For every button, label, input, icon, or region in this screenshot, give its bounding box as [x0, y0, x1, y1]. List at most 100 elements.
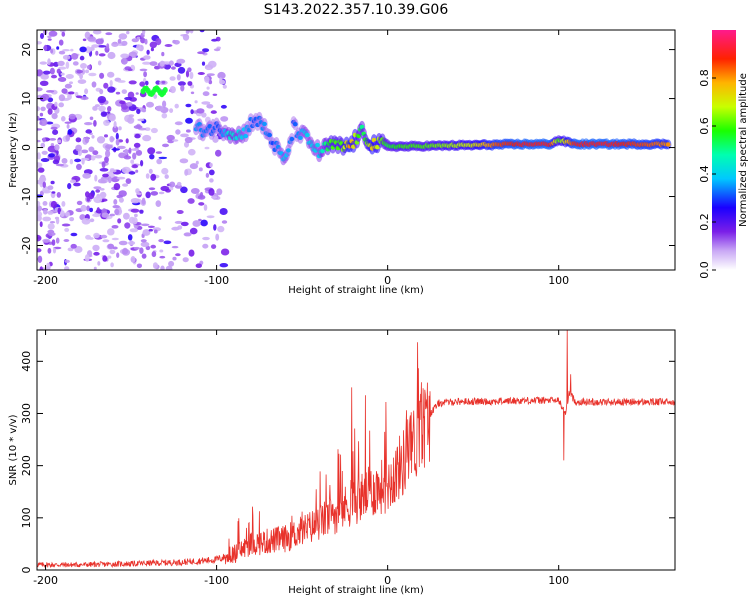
spectrogram-cell	[107, 71, 115, 78]
spectrogram-cell	[43, 44, 48, 52]
spectrogram-cell	[110, 262, 114, 268]
spectrogram-cell	[40, 106, 46, 112]
spectrogram-cell	[113, 183, 121, 191]
spectrogram-cell	[201, 101, 211, 105]
spectrogram-cell	[135, 188, 140, 194]
spectrogram-cell	[194, 100, 198, 104]
spectrogram-cell	[48, 153, 55, 158]
spectrogram-cell	[169, 76, 176, 81]
spectrogram-cell	[62, 54, 71, 60]
spectrogram-cell	[51, 239, 56, 246]
spectrogram-cell	[112, 125, 119, 133]
colorbar-ticks: 0.0 0.2 0.4 0.6 0.8	[698, 69, 716, 279]
colorbar-tick-label: 0.8	[698, 69, 711, 87]
spectrogram-cell	[62, 49, 70, 52]
spectrogram-cell	[94, 154, 103, 159]
spectrogram-cell	[121, 40, 128, 46]
spectrogram-cell	[140, 160, 144, 167]
spectrogram-cell	[99, 191, 107, 199]
spectrogram-cell	[69, 81, 73, 84]
spectrogram-cell	[262, 121, 267, 127]
spectrogram-cell	[80, 96, 89, 101]
spectrogram-cell	[150, 47, 154, 52]
spectrogram-cell	[130, 208, 140, 213]
spectrogram-cell	[37, 210, 43, 218]
spectrogram-cell	[189, 227, 198, 235]
spectrogram-cell	[292, 122, 298, 127]
colorbar-tick-label: 0.4	[698, 165, 711, 183]
spectrogram-cell	[128, 80, 137, 85]
spectrogram-cell	[37, 194, 43, 198]
spectrogram-cell	[56, 192, 61, 198]
spectrogram-cell	[243, 133, 249, 139]
spectrogram-cell	[187, 198, 195, 204]
spectrogram-cell	[158, 216, 162, 220]
spectrogram-cell	[86, 65, 91, 70]
spectrogram-cell	[139, 247, 144, 254]
spectrogram-cell	[91, 135, 95, 139]
spectrogram-cell	[81, 68, 85, 75]
spectrogram-cell	[67, 183, 72, 190]
spectrogram-cell	[150, 127, 158, 134]
spectrogram-cell	[107, 255, 112, 259]
spectrogram-cell	[127, 234, 133, 241]
spectrogram-cell	[176, 58, 186, 64]
spectrogram-cell	[186, 129, 191, 133]
spectrogram-cell	[80, 63, 87, 69]
spectrogram-cell	[177, 66, 186, 74]
spectrogram-cell	[171, 245, 179, 249]
spectrogram-cell	[95, 38, 104, 45]
spectrogram-cell	[97, 45, 107, 48]
spectrogram-cell	[202, 91, 210, 97]
spectrogram-cell	[122, 183, 129, 187]
spectrogram-cells	[37, 30, 672, 270]
spectrogram-cell	[150, 191, 159, 196]
spectrogram-cell	[95, 50, 99, 56]
spectrogram-cell	[102, 239, 110, 243]
spectrogram-cell	[105, 149, 111, 158]
spectrogram-cell	[39, 112, 44, 117]
spectrogram-cell	[70, 48, 74, 52]
spectrogram-cell	[127, 116, 135, 124]
spectrogram-cell	[117, 80, 126, 83]
spectrogram-cell	[37, 115, 40, 121]
spectrogram-cell	[134, 133, 141, 139]
spectrogram-cell	[140, 241, 150, 247]
spectrogram-cell	[188, 148, 196, 156]
spectrogram-cell	[38, 176, 47, 183]
spectrogram-cell	[215, 233, 220, 241]
spectrogram-cell	[123, 212, 130, 220]
spectrogram-cell	[37, 200, 41, 207]
spectrogram-cell	[201, 61, 206, 66]
spectrogram-cell	[158, 156, 168, 160]
spectrogram-cell	[100, 234, 108, 239]
spectrogram-cell	[141, 108, 147, 113]
spectrogram-cell	[128, 171, 136, 175]
spectrogram-cell	[153, 94, 158, 99]
spectrogram-cell	[208, 169, 215, 176]
spectrogram-cell	[289, 136, 295, 142]
spectrogram-cell	[222, 84, 227, 89]
spectrogram-cell	[185, 30, 190, 34]
spectrogram-cell	[41, 150, 48, 155]
colorbar-tick-label: 0.6	[698, 117, 711, 135]
spectrogram-cell	[115, 132, 119, 140]
spectrogram-cell	[80, 157, 90, 161]
spectrogram-cell	[67, 247, 74, 252]
spectrogram-cell	[41, 93, 50, 101]
spectrogram-cell	[180, 186, 188, 194]
spectrogram-cell	[57, 60, 65, 66]
spectrogram-cell	[176, 181, 182, 187]
spectrogram-cell	[133, 125, 143, 129]
spectrogram-cell	[180, 221, 189, 227]
spectrogram-cell	[135, 169, 139, 173]
spectrogram-cell	[217, 71, 226, 80]
spectrogram-cell	[206, 86, 210, 90]
spectrogram-cell	[64, 227, 70, 232]
spectrogram-cell	[150, 173, 157, 181]
colorbar-tick-label: 0.0	[698, 261, 711, 279]
spectrogram-cell	[175, 253, 181, 257]
spectrogram-cell	[86, 205, 90, 212]
spectrogram-cell	[49, 138, 57, 141]
spectrogram-cell	[177, 81, 186, 86]
